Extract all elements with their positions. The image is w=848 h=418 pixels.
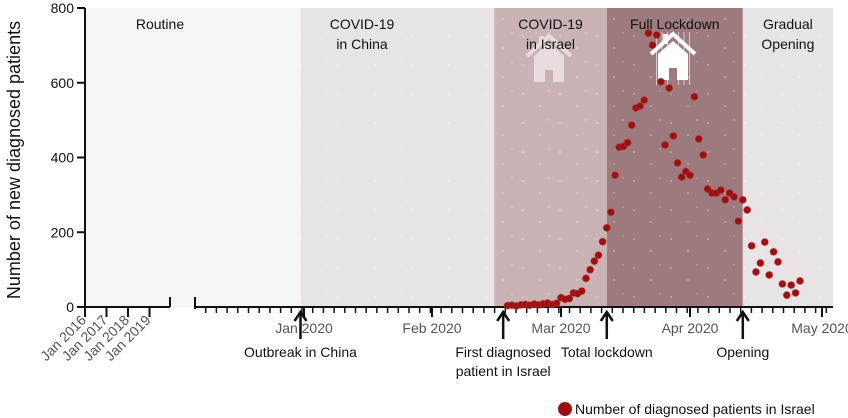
region-labels: Routine COVID-19 in China COVID-19 in Israel… xyxy=(136,16,815,52)
data-point xyxy=(586,265,595,274)
y-axis-label: Number of new diagnosed patients xyxy=(4,21,24,299)
data-point xyxy=(594,251,603,260)
arrow-head-icon xyxy=(496,309,511,322)
annotation: Outbreak in China xyxy=(244,309,357,360)
annotation-label: Total lockdown xyxy=(561,344,653,360)
region-icons xyxy=(525,31,697,85)
y-tick-label: 600 xyxy=(51,75,75,91)
x-tick-label: Feb 2020 xyxy=(402,320,461,336)
data-point xyxy=(677,172,686,182)
data-point xyxy=(577,286,586,296)
annotation-label: First diagnosed xyxy=(455,344,551,360)
region-label-line: Gradual xyxy=(763,16,813,32)
legend: Number of diagnosed patients in Israel xyxy=(558,401,815,417)
data-point xyxy=(552,299,561,308)
data-point xyxy=(648,41,657,50)
data-point xyxy=(598,237,607,246)
annotation: First diagnosed patient in Israel xyxy=(455,309,551,379)
data-point xyxy=(644,29,653,38)
data-point xyxy=(734,217,743,226)
annotations: Outbreak in China First diagnosed patient … xyxy=(244,309,769,379)
region-label-line: Full Lockdown xyxy=(630,16,720,32)
data-point xyxy=(729,192,739,201)
annotation: Opening xyxy=(716,309,769,360)
data-point xyxy=(635,101,645,111)
annotation-label: patient in Israel xyxy=(456,363,551,379)
data-point xyxy=(652,30,661,40)
data-point xyxy=(773,257,783,266)
x-tick-label: Mar 2020 xyxy=(531,320,590,336)
region-label-line: COVID-19 xyxy=(330,16,395,32)
data-point xyxy=(602,223,611,232)
y-tick-label: 400 xyxy=(51,150,75,166)
chimney xyxy=(539,36,544,46)
y-tick-label: 0 xyxy=(66,299,74,315)
region-label-line: in Israel xyxy=(526,36,575,52)
data-point xyxy=(627,121,636,130)
arrow-head-icon xyxy=(293,309,308,322)
house-lockdown-icon xyxy=(649,31,697,85)
house-icon xyxy=(525,33,573,82)
y-tick-label: 200 xyxy=(51,224,75,240)
x-tick-label: May 2020 xyxy=(791,320,848,336)
roof xyxy=(649,31,697,56)
data-point xyxy=(760,237,769,247)
region-label-line: in China xyxy=(336,36,388,52)
data-point xyxy=(769,247,778,256)
arrow-head-icon xyxy=(599,309,614,322)
annotation-label: Opening xyxy=(716,344,769,360)
region-label-line: COVID-19 xyxy=(518,16,583,32)
y-tick-label: 800 xyxy=(51,0,75,16)
data-points xyxy=(503,29,805,311)
data-point xyxy=(751,267,761,277)
data-point xyxy=(716,186,725,195)
data-point xyxy=(690,92,699,101)
data-point xyxy=(738,195,747,204)
legend-label: Number of diagnosed patients in Israel xyxy=(575,401,815,417)
house-body xyxy=(534,43,564,82)
house-body xyxy=(658,41,688,80)
data-point xyxy=(694,134,703,144)
region-texture xyxy=(300,8,495,307)
data-point xyxy=(665,84,674,93)
shaded-regions xyxy=(85,8,833,307)
data-point xyxy=(782,291,791,300)
annotation: Total lockdown xyxy=(561,309,653,360)
data-point xyxy=(565,294,574,303)
data-point xyxy=(778,279,787,289)
roof xyxy=(525,33,573,58)
region-label-line: Routine xyxy=(136,16,184,32)
data-point xyxy=(756,258,765,268)
data-point xyxy=(590,257,599,266)
data-point xyxy=(765,270,774,280)
data-point xyxy=(795,276,805,286)
data-point xyxy=(606,208,616,217)
data-point xyxy=(685,171,695,180)
region-texture xyxy=(742,8,833,307)
arrow-head-icon xyxy=(735,309,750,322)
data-point xyxy=(699,150,708,160)
x-tick-label: Jan 2020 xyxy=(275,320,333,336)
region-routine xyxy=(85,8,301,307)
data-point xyxy=(640,95,649,105)
region-label-line: Opening xyxy=(761,36,814,52)
data-point xyxy=(747,241,756,250)
data-point xyxy=(660,140,670,150)
data-point xyxy=(673,158,682,167)
data-point xyxy=(721,195,730,204)
legend-marker xyxy=(558,402,572,416)
data-point xyxy=(581,274,591,283)
data-point xyxy=(669,131,678,141)
data-point xyxy=(656,77,665,86)
data-point xyxy=(610,171,620,180)
annotation-label: Outbreak in China xyxy=(244,344,357,360)
data-point xyxy=(787,280,796,290)
x-tick-label: Apr 2020 xyxy=(662,320,719,336)
data-point xyxy=(791,288,800,298)
chimney xyxy=(663,34,668,44)
data-point xyxy=(743,205,752,215)
data-point xyxy=(623,138,632,147)
